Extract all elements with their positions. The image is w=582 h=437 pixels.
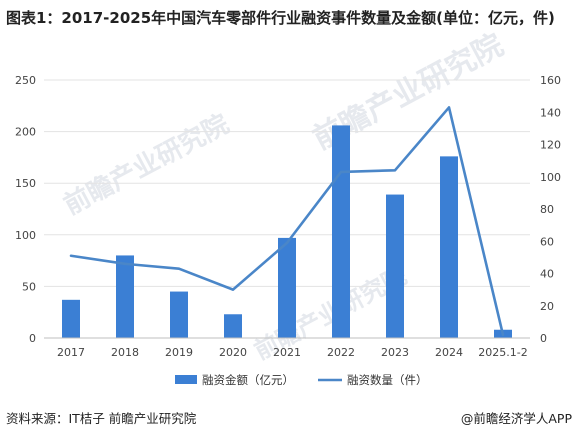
- bar: [278, 237, 296, 338]
- y-right-tick-label: 140: [540, 106, 561, 119]
- x-tick-label: 2018: [111, 346, 139, 359]
- y-right-tick-label: 40: [540, 268, 554, 281]
- y-left-tick-label: 50: [22, 280, 36, 293]
- y-right-tick-label: 120: [540, 139, 561, 152]
- y-left-tick-label: 0: [29, 332, 36, 345]
- legend-label-bar: 融资金额（亿元）: [202, 373, 294, 387]
- y-right-tick-label: 20: [540, 300, 554, 313]
- y-right-tick-label: 160: [540, 74, 561, 87]
- bar: [440, 156, 458, 338]
- y-right-tick-label: 100: [540, 171, 561, 184]
- bar: [62, 299, 80, 338]
- line-layer: [69, 106, 505, 337]
- legend-swatch-bar: [175, 375, 197, 384]
- x-tick-label: 2021: [273, 346, 301, 359]
- y-right-tick-label: 80: [540, 203, 554, 216]
- x-tick-label: 2020: [219, 346, 247, 359]
- brand-credit: @前瞻经济学人APP: [460, 411, 572, 426]
- legend-label-line: 融资数量（件）: [347, 373, 428, 387]
- source-note: 资料来源：IT桔子 前瞻产业研究院: [6, 411, 197, 426]
- chart-title: 图表1：2017-2025年中国汽车零部件行业融资事件数量及金额(单位：亿元，件…: [6, 9, 555, 27]
- y-left-tick-label: 100: [15, 229, 36, 242]
- legend: 融资金额（亿元） 融资数量（件）: [175, 373, 428, 387]
- x-tick-label: 2023: [381, 346, 409, 359]
- y-left-tick-label: 150: [15, 177, 36, 190]
- bar: [170, 291, 188, 338]
- y-left-tick-label: 250: [15, 74, 36, 87]
- bar: [116, 255, 134, 338]
- bar: [332, 125, 350, 339]
- y-left-tick-label: 200: [15, 126, 36, 139]
- x-tick-label: 2025.1-2: [478, 346, 527, 359]
- x-tick-label: 2017: [57, 346, 85, 359]
- x-tick-label: 2024: [435, 346, 463, 359]
- y-right-tick-label: 60: [540, 235, 554, 248]
- watermark-text: 前瞻产业研究院: [59, 108, 234, 221]
- y-right-tick-label: 0: [540, 332, 547, 345]
- x-tick-label: 2019: [165, 346, 193, 359]
- bar: [224, 314, 242, 338]
- x-tick-label: 2022: [327, 346, 355, 359]
- bar: [386, 194, 404, 338]
- axes-layer: 0 50 100 150 200 250 0 20 40 60 80 100 120 140 160 2017…: [15, 74, 561, 359]
